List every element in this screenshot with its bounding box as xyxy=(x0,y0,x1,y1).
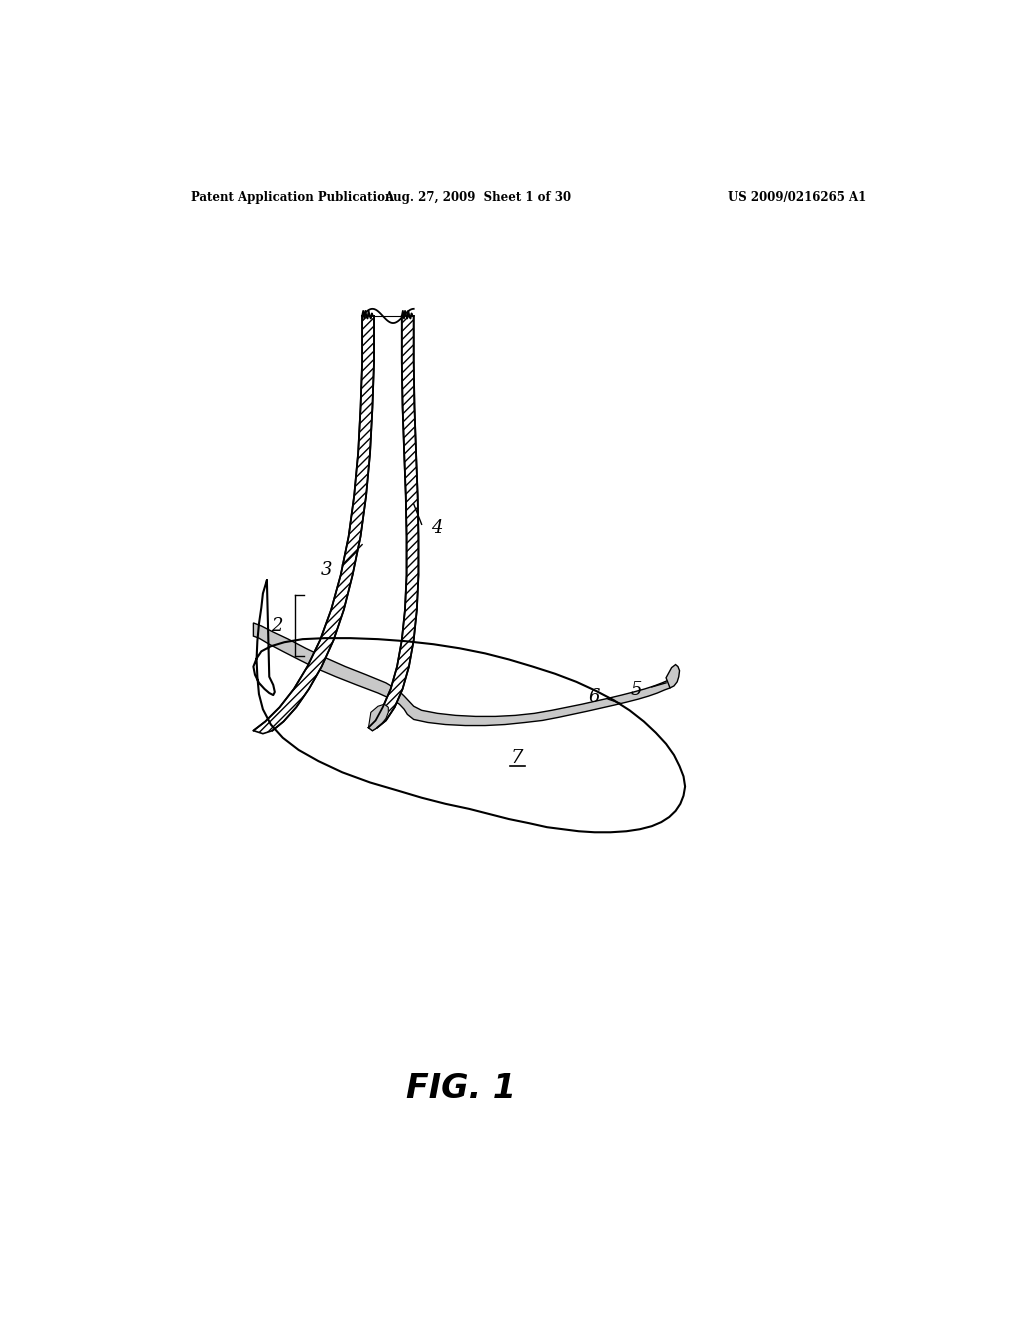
Polygon shape xyxy=(666,664,680,688)
Polygon shape xyxy=(253,623,674,726)
Text: 4: 4 xyxy=(431,519,442,537)
Text: 7: 7 xyxy=(511,748,523,767)
Text: FIG. 1: FIG. 1 xyxy=(407,1072,516,1105)
Polygon shape xyxy=(369,315,419,731)
Text: Aug. 27, 2009  Sheet 1 of 30: Aug. 27, 2009 Sheet 1 of 30 xyxy=(384,191,570,203)
Polygon shape xyxy=(369,704,388,731)
Text: 3: 3 xyxy=(322,561,333,579)
Text: 5: 5 xyxy=(631,681,642,700)
Polygon shape xyxy=(253,315,374,734)
Text: Patent Application Publication: Patent Application Publication xyxy=(191,191,394,203)
Text: US 2009/0216265 A1: US 2009/0216265 A1 xyxy=(728,191,866,203)
Text: 2: 2 xyxy=(271,616,283,635)
Text: 6: 6 xyxy=(589,688,600,706)
